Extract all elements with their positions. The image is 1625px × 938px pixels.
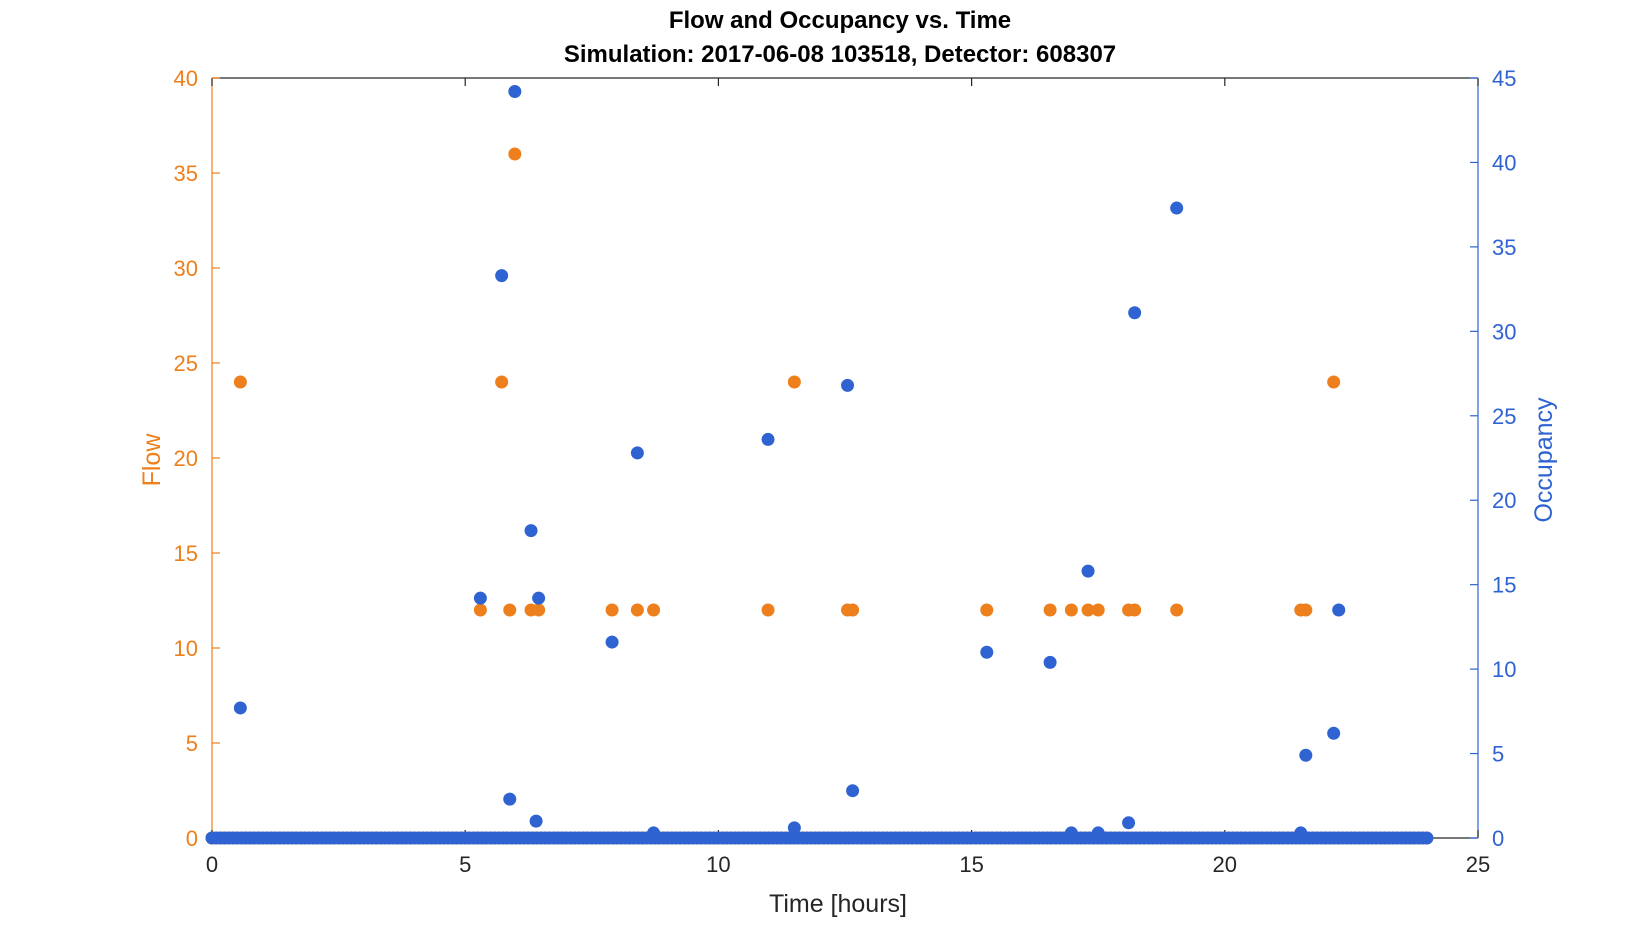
occupancy-zero-point [1420, 831, 1434, 845]
flow-data-point [508, 147, 522, 161]
x-tick-label: 20 [1213, 852, 1237, 877]
flow-data-point [233, 375, 247, 389]
x-tick-label: 0 [206, 852, 218, 877]
occupancy-data-point [980, 645, 994, 659]
occupancy-data-point [1064, 826, 1078, 840]
occupancy-data-point [1170, 201, 1184, 215]
flow-data-point [473, 603, 487, 617]
flow-data-point [1299, 603, 1313, 617]
occupancy-data-point [508, 85, 522, 99]
flow-data-point [532, 603, 546, 617]
y-axis-right-label: Occupancy [1530, 397, 1558, 523]
plot-area: 0 5 10 15 20 25051015202530354005101520253035… [174, 66, 1517, 877]
occupancy-data-point [529, 814, 543, 828]
y-left-tick-label: 35 [174, 161, 198, 186]
flow-data-point [1128, 603, 1142, 617]
occupancy-data-point [1327, 726, 1341, 740]
flow-data-point [647, 603, 661, 617]
occupancy-data-point [524, 524, 538, 538]
x-tick-label: 15 [959, 852, 983, 877]
y-right-tick-label: 25 [1492, 404, 1516, 429]
x-tick-label: 5 [459, 852, 471, 877]
flow-data-point [495, 375, 509, 389]
occupancy-data-point [1122, 816, 1136, 830]
y-right-tick-label: 5 [1492, 742, 1504, 767]
y-right-tick-label: 10 [1492, 657, 1516, 682]
flow-data-point [1327, 375, 1341, 389]
y-right-tick-label: 40 [1492, 150, 1516, 175]
flow-data-point [980, 603, 994, 617]
occupancy-data-point [630, 446, 644, 460]
flow-data-point [503, 603, 517, 617]
y-left-tick-label: 25 [174, 351, 198, 376]
chart-subtitle: Simulation: 2017-06-08 103518, Detector:… [564, 41, 1116, 68]
y-left-tick-label: 10 [174, 636, 198, 661]
flow-data-point [1081, 603, 1095, 617]
occupancy-data-point [1332, 603, 1346, 617]
flow-data-point [630, 603, 644, 617]
occupancy-data-point [495, 269, 509, 283]
x-tick-label: 25 [1466, 852, 1490, 877]
y-right-tick-label: 15 [1492, 573, 1516, 598]
y-left-tick-label: 30 [174, 256, 198, 281]
flow-data-point [761, 603, 775, 617]
occupancy-data-point [233, 701, 247, 715]
occupancy-data-point [532, 591, 546, 605]
y-right-tick-label: 30 [1492, 319, 1516, 344]
y-right-tick-label: 45 [1492, 66, 1516, 91]
occupancy-data-point [846, 784, 860, 798]
flow-data-point [787, 375, 801, 389]
occupancy-data-point [1299, 748, 1313, 762]
occupancy-data-point [1091, 826, 1105, 840]
occupancy-data-point [647, 826, 661, 840]
occupancy-data-point [761, 432, 775, 446]
flow-data-point [1170, 603, 1184, 617]
occupancy-data-point [473, 591, 487, 605]
occupancy-data-point [1043, 655, 1057, 669]
occupancy-data-point [605, 635, 619, 649]
y-right-tick-label: 35 [1492, 235, 1516, 260]
y-left-tick-label: 5 [186, 731, 198, 756]
y-left-tick-label: 40 [174, 66, 198, 91]
y-left-tick-label: 15 [174, 541, 198, 566]
occupancy-data-point [1128, 306, 1142, 320]
y-left-tick-label: 20 [174, 446, 198, 471]
flow-data-point [1064, 603, 1078, 617]
y-axis-left-label: Flow [138, 433, 166, 487]
flow-data-point [1043, 603, 1057, 617]
chart-title: Flow and Occupancy vs. Time [669, 7, 1011, 34]
x-tick-label: 10 [706, 852, 730, 877]
occupancy-data-point [1081, 564, 1095, 578]
occupancy-data-point [503, 792, 517, 806]
flow-data-point [605, 603, 619, 617]
occupancy-data-point [841, 378, 855, 392]
occupancy-data-point [1294, 826, 1308, 840]
y-right-tick-label: 0 [1492, 826, 1504, 851]
y-left-tick-label: 0 [186, 826, 198, 851]
y-right-tick-label: 20 [1492, 488, 1516, 513]
occupancy-data-point [787, 821, 801, 835]
flow-data-point [1091, 603, 1105, 617]
flow-data-point [846, 603, 860, 617]
x-axis-label: Time [hours] [769, 890, 907, 918]
